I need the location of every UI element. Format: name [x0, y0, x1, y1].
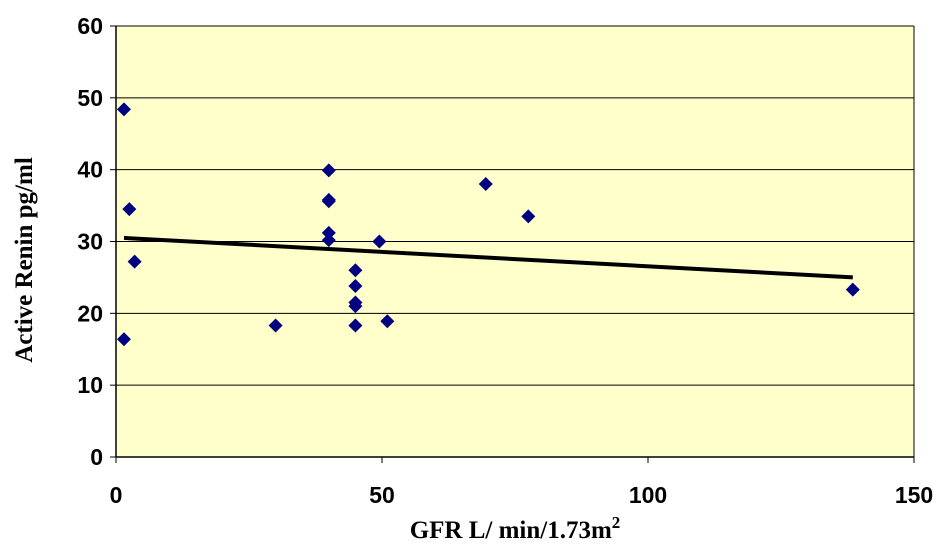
y-tick-label-30: 30 — [77, 229, 103, 255]
axes — [110, 25, 915, 463]
trendline — [123, 235, 853, 280]
x-axis-title-text: GFR L/ min/1.73m — [410, 517, 612, 544]
data-point-16 — [380, 314, 395, 329]
data-point-7 — [321, 194, 336, 209]
x-tick-label-0: 0 — [110, 482, 123, 508]
x-axis-title-superscript: 2 — [612, 513, 621, 532]
data-point-9 — [321, 233, 336, 248]
data-point-10 — [348, 263, 363, 278]
x-tick-label-50: 50 — [369, 482, 395, 508]
y-tick-label-60: 60 — [77, 13, 103, 39]
y-tick-label-20: 20 — [77, 300, 103, 326]
data-point-4 — [268, 318, 283, 333]
y-axis-title: Active Renin pg/ml — [11, 157, 38, 363]
data-point-3 — [116, 332, 131, 347]
data-point-0 — [116, 102, 131, 117]
x-tick-label-150: 150 — [895, 482, 933, 508]
data-point-13 — [348, 299, 363, 314]
y-tick-label-40: 40 — [77, 157, 103, 183]
y-tick-label-50: 50 — [77, 85, 103, 111]
x-tick-label-100: 100 — [629, 482, 667, 508]
data-point-17 — [478, 177, 493, 192]
y-tick-label-10: 10 — [77, 372, 103, 398]
y-tick-label-0: 0 — [90, 444, 103, 470]
x-axis-title: GFR L/ min/1.73m2 — [410, 513, 621, 544]
data-point-2 — [127, 254, 142, 269]
data-point-19 — [845, 282, 860, 297]
y-tick-labels: 0 10 20 30 40 50 60 — [77, 13, 103, 470]
data-point-15 — [372, 234, 387, 249]
data-point-1 — [122, 202, 137, 217]
data-points — [116, 102, 860, 347]
data-point-5 — [321, 163, 336, 178]
data-point-18 — [521, 209, 536, 224]
x-tick-labels: 0 50 100 150 — [110, 482, 934, 508]
gridlines — [116, 25, 914, 386]
data-point-11 — [348, 279, 363, 294]
data-point-14 — [348, 318, 363, 333]
data-point-8 — [321, 225, 336, 240]
